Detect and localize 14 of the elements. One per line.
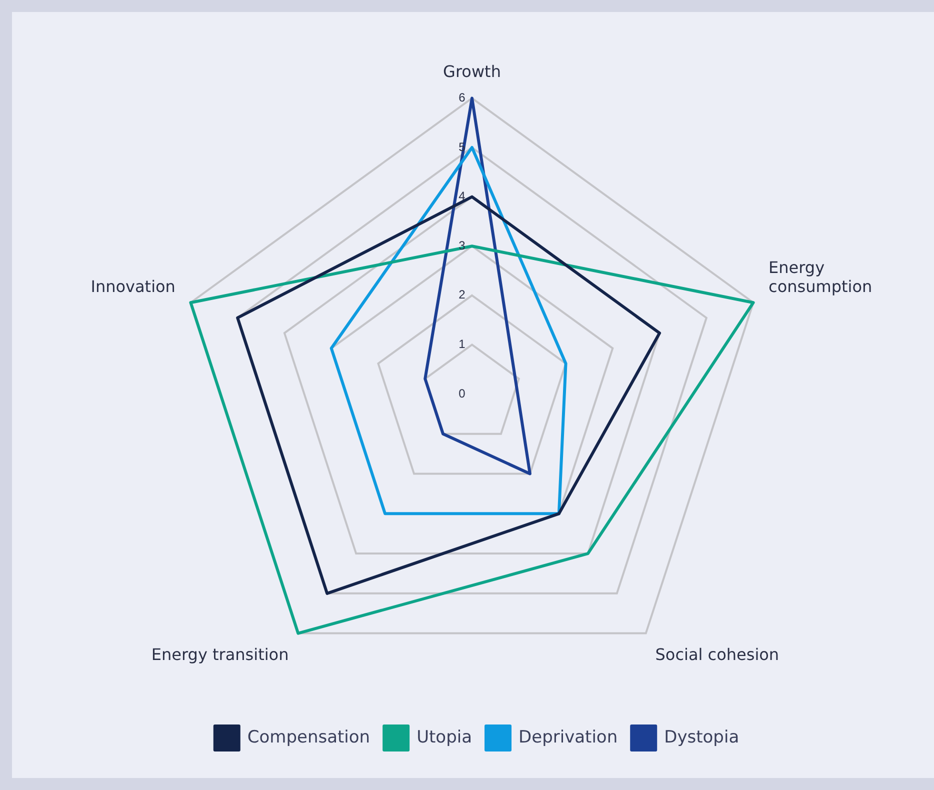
legend-label: Utopia bbox=[416, 727, 472, 748]
spoke-label: Energy transition bbox=[151, 645, 289, 664]
y-tick-label: 6 bbox=[458, 90, 486, 105]
spoke-label: Energy consumption bbox=[768, 258, 872, 296]
y-tick-label: 1 bbox=[458, 337, 486, 352]
y-tick-label: 4 bbox=[458, 189, 486, 204]
spoke-label: Social cohesion bbox=[655, 645, 780, 664]
spoke-label: Innovation bbox=[90, 277, 176, 296]
spoke-label: Growth bbox=[443, 62, 501, 81]
legend-label: Deprivation bbox=[518, 727, 618, 748]
legend-label: Compensation bbox=[247, 727, 370, 748]
y-tick-label: 0 bbox=[458, 386, 486, 400]
y-tick-label: 2 bbox=[458, 288, 486, 302]
legend-label: Dystopia bbox=[664, 727, 740, 748]
